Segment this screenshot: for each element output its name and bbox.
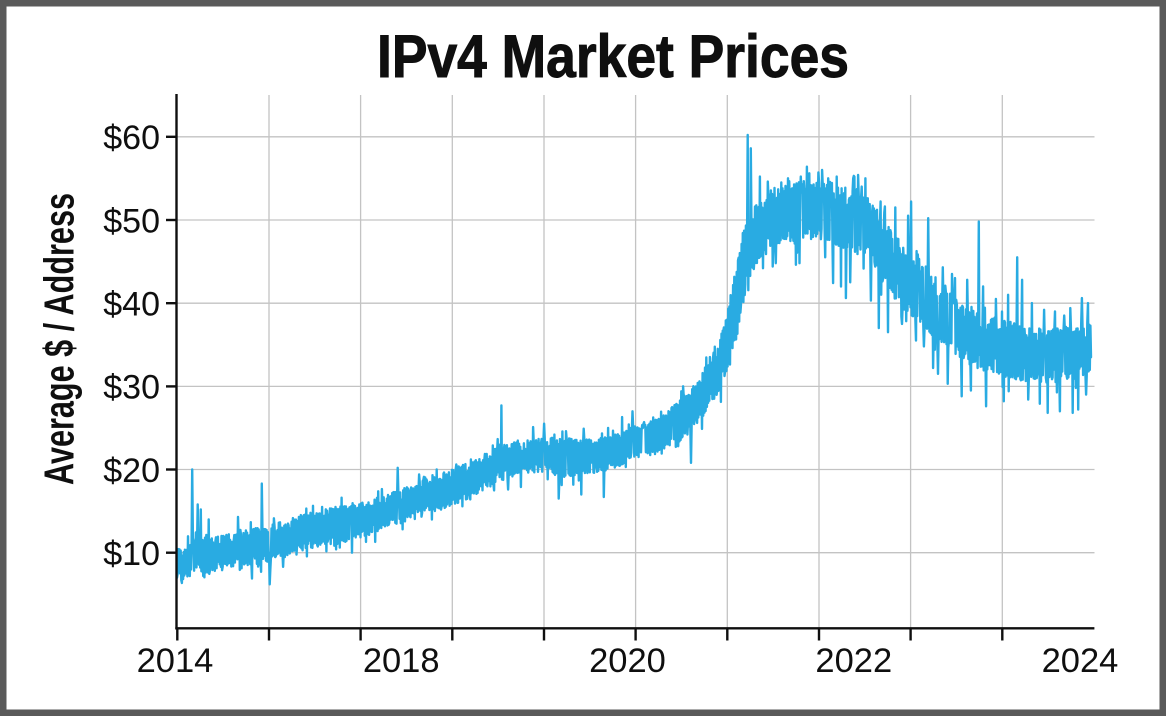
- svg-text:2020: 2020: [589, 642, 666, 680]
- svg-text:$10: $10: [103, 535, 160, 573]
- svg-text:$60: $60: [103, 119, 160, 157]
- svg-text:Average $ / Address: Average $ / Address: [36, 193, 83, 485]
- svg-text:2014: 2014: [137, 642, 214, 680]
- svg-text:2024: 2024: [1042, 642, 1119, 680]
- svg-text:$50: $50: [103, 202, 160, 240]
- svg-text:$20: $20: [103, 452, 160, 490]
- svg-text:$30: $30: [103, 369, 160, 407]
- svg-text:IPv4 Market Prices: IPv4 Market Prices: [377, 23, 849, 90]
- svg-text:2018: 2018: [363, 642, 440, 680]
- svg-text:$40: $40: [103, 286, 160, 324]
- svg-text:2022: 2022: [815, 642, 892, 680]
